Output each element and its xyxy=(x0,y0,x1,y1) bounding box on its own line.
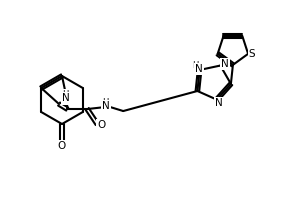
Text: O: O xyxy=(58,141,66,151)
Text: N: N xyxy=(221,59,229,69)
Text: H: H xyxy=(192,61,199,70)
Text: S: S xyxy=(249,49,255,59)
Text: H: H xyxy=(62,90,68,99)
Text: H: H xyxy=(102,98,108,107)
Text: N: N xyxy=(62,93,70,103)
Text: N: N xyxy=(102,101,110,111)
Text: N: N xyxy=(195,64,203,74)
Text: N: N xyxy=(215,98,223,108)
Text: O: O xyxy=(97,120,105,130)
